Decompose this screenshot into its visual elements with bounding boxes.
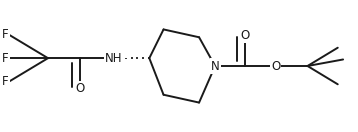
Text: N: N <box>211 60 219 72</box>
Text: NH: NH <box>105 52 122 65</box>
Text: F: F <box>2 52 9 65</box>
Text: F: F <box>2 75 9 88</box>
Text: O: O <box>271 60 280 72</box>
Text: F: F <box>2 28 9 41</box>
Text: O: O <box>241 29 250 42</box>
Text: O: O <box>76 82 84 95</box>
